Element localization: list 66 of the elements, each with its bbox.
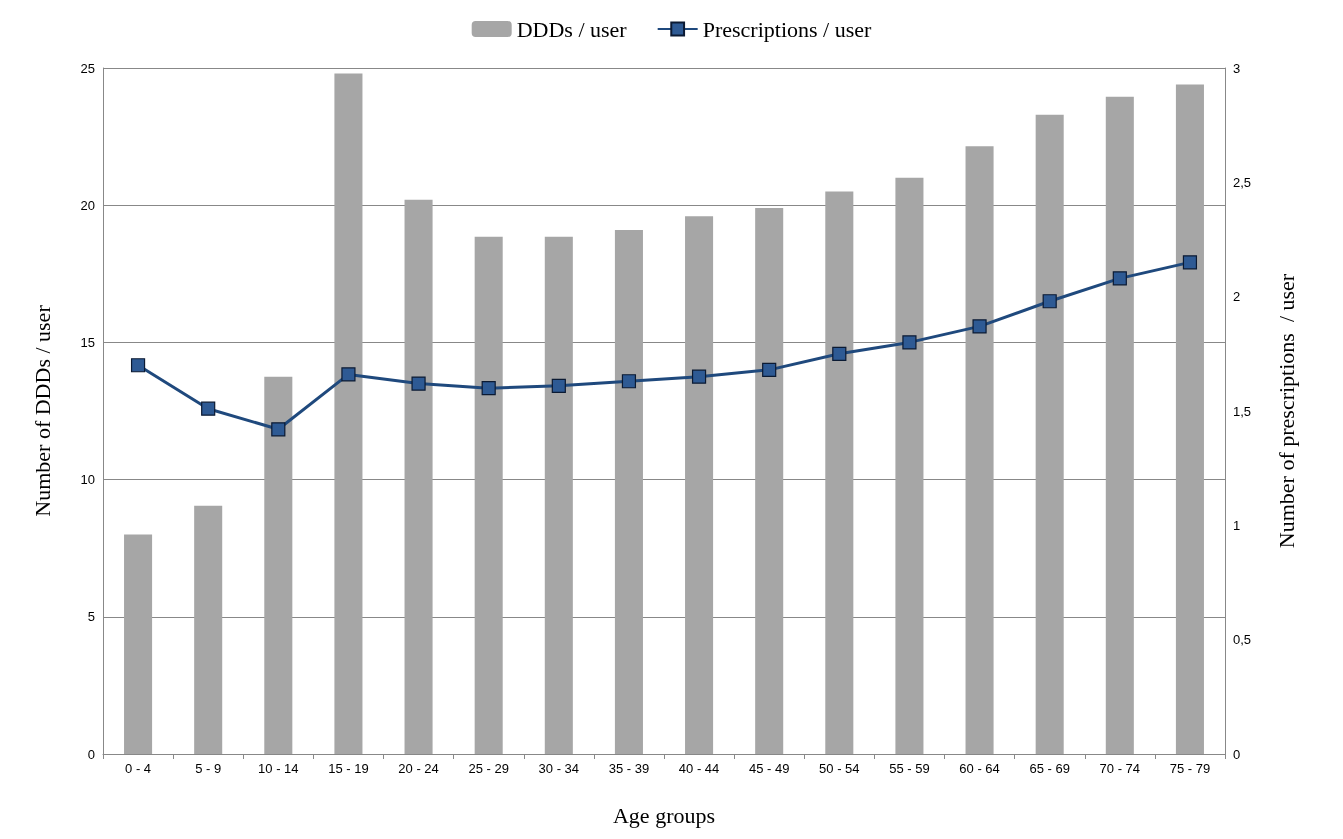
bar: [404, 199, 433, 754]
bar: [685, 216, 714, 754]
x-tick-label: 35 - 39: [608, 761, 650, 776]
y2-axis-title: Number of prescriptions / user: [1273, 273, 1299, 549]
point: [1042, 294, 1057, 309]
x-tick-label: 50 - 54: [819, 761, 860, 776]
y-tick-label: 25: [80, 60, 95, 76]
y2-tick-label: 2,5: [1233, 174, 1252, 190]
bar: [474, 236, 503, 754]
x-tick-label: 75 - 79: [1169, 761, 1211, 776]
y2-tick-label: 1: [1233, 517, 1241, 533]
bar: [614, 229, 643, 754]
point: [201, 401, 216, 416]
bar: [1175, 84, 1204, 754]
bar: [334, 73, 363, 754]
y-tick-label: 0: [87, 746, 95, 762]
bar: [194, 505, 223, 754]
y2-tick-label: 3: [1233, 60, 1241, 76]
y-tick-label: 20: [80, 197, 95, 213]
x-tick-label: 45 - 49: [748, 761, 790, 776]
y2-tick-label: 1,5: [1233, 403, 1252, 419]
y2-tick-label: 2: [1233, 289, 1241, 305]
point: [832, 346, 847, 361]
bar: [895, 177, 924, 754]
legend-label: DDDs / user: [516, 16, 628, 42]
y-axis-title: Number of DDDs / user: [29, 304, 55, 517]
bar: [1035, 114, 1064, 754]
bar: [124, 534, 153, 754]
x-tick-label: 5 - 9: [195, 761, 222, 776]
point: [1112, 271, 1127, 286]
x-tick-label: 55 - 59: [889, 761, 930, 776]
point: [621, 374, 637, 389]
bar: [755, 207, 784, 754]
bar: [264, 376, 293, 754]
point: [691, 369, 707, 384]
y-tick-label: 15: [80, 334, 95, 350]
y2-tick-label: 0,5: [1233, 632, 1252, 648]
y2-tick-label: 0: [1233, 746, 1241, 762]
point: [341, 367, 356, 382]
point: [130, 358, 146, 373]
point: [972, 319, 987, 334]
x-tick-label: 15 - 19: [328, 761, 369, 776]
point: [902, 335, 917, 350]
x-tick-label: 70 - 74: [1099, 761, 1141, 776]
point: [481, 381, 496, 396]
x-tick-label: 20 - 24: [398, 761, 439, 776]
bar: [965, 146, 994, 754]
y-tick-label: 10: [80, 472, 95, 488]
x-tick-label: 25 - 29: [468, 761, 509, 776]
x-tick-label: 65 - 69: [1029, 761, 1070, 776]
point: [762, 362, 777, 377]
x-tick-label: 30 - 34: [538, 761, 580, 776]
point: [271, 422, 286, 437]
x-tick-label: 60 - 64: [959, 761, 1000, 776]
legend-label: Prescriptions / user: [702, 16, 872, 42]
x-axis-title: Age groups: [612, 802, 716, 828]
bar: [1105, 96, 1134, 754]
x-tick-label: 10 - 14: [258, 761, 299, 776]
y-tick-label: 5: [87, 609, 95, 625]
point: [1182, 255, 1198, 270]
bar: [544, 236, 573, 754]
x-tick-label: 40 - 44: [678, 761, 720, 776]
point: [411, 376, 426, 391]
point: [551, 378, 566, 393]
bar: [825, 191, 854, 754]
x-tick-label: 0 - 4: [125, 761, 152, 776]
